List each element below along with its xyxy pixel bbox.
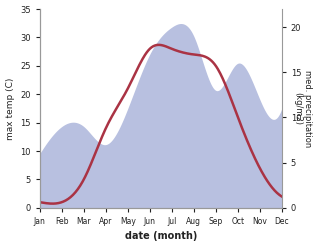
Y-axis label: max temp (C): max temp (C): [5, 77, 15, 140]
Y-axis label: med. precipitation
(kg/m2): med. precipitation (kg/m2): [293, 70, 313, 147]
X-axis label: date (month): date (month): [125, 231, 197, 242]
